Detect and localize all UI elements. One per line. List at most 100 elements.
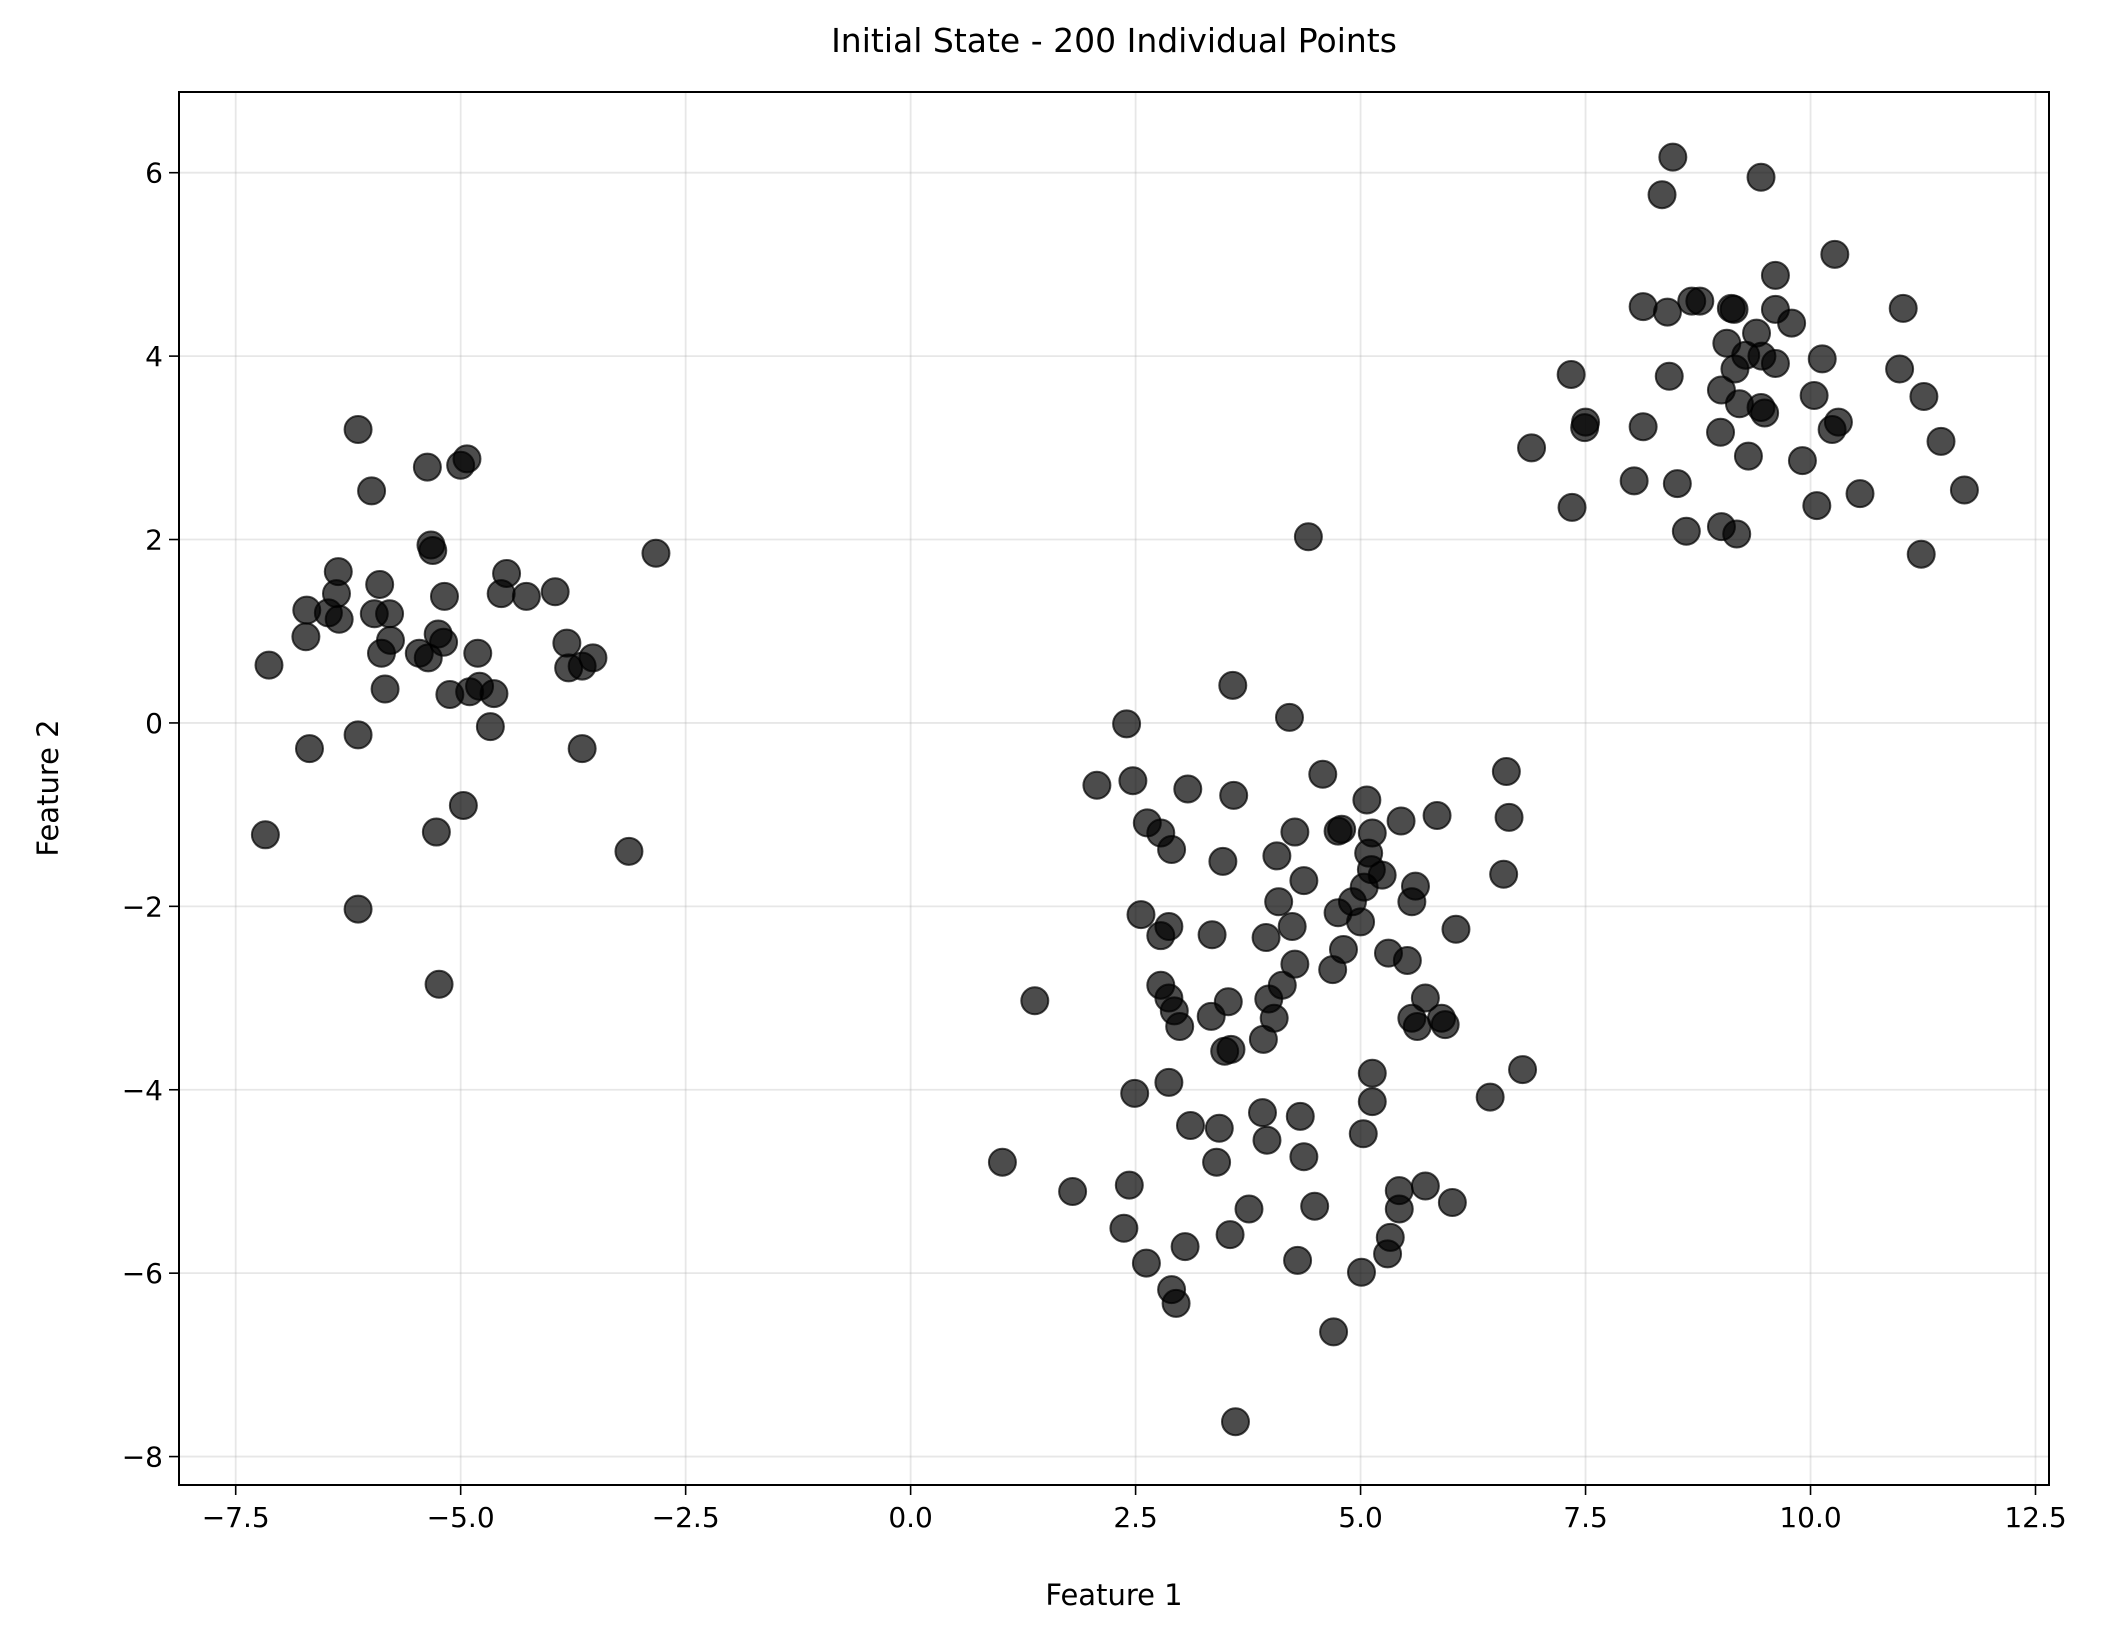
point (1441, 914, 1471, 944)
point (1556, 359, 1586, 389)
point (365, 569, 395, 599)
point (1671, 516, 1701, 546)
point (1318, 955, 1348, 985)
point (479, 679, 509, 709)
point (321, 579, 351, 609)
point (1760, 348, 1790, 378)
y-tick-label: 4 (145, 340, 163, 373)
point (1170, 1232, 1200, 1262)
y-tick-label: 6 (145, 157, 163, 190)
point (1386, 806, 1416, 836)
point (1175, 1111, 1205, 1141)
point (1820, 239, 1850, 269)
point (1218, 670, 1248, 700)
point (1215, 1220, 1245, 1250)
point (1494, 802, 1524, 832)
point (254, 650, 284, 680)
point (1489, 859, 1519, 889)
point (1654, 361, 1684, 391)
point (1161, 1288, 1191, 1318)
y-tick-label: −6 (122, 1257, 163, 1290)
point (1352, 785, 1382, 815)
point (1628, 412, 1658, 442)
x-tick-label: 0.0 (888, 1501, 933, 1534)
point (343, 720, 373, 750)
x-tick-label: 12.5 (2004, 1501, 2066, 1534)
axes: −7.5 −5.0 −2.5 0.0 2.5 5.0 7.5 10.0 12.5 −8 −6 −4 −2… (122, 91, 2067, 1534)
point (1909, 381, 1939, 411)
point (1131, 1248, 1161, 1278)
point (1570, 413, 1600, 443)
point (1109, 1213, 1139, 1243)
point (1126, 900, 1156, 930)
point (1392, 945, 1422, 975)
point (1517, 433, 1547, 463)
point (1220, 1407, 1250, 1437)
point (1277, 912, 1307, 942)
point (1157, 834, 1187, 864)
point (1658, 142, 1688, 172)
point (421, 817, 451, 847)
point (1274, 702, 1304, 732)
point (1430, 1010, 1460, 1040)
point (1216, 1034, 1246, 1064)
point (1327, 814, 1357, 844)
point (452, 444, 482, 474)
point (448, 790, 478, 820)
point (1146, 921, 1176, 951)
point (1402, 1011, 1432, 1041)
point (291, 622, 321, 652)
point (1802, 491, 1832, 521)
point (1348, 1119, 1378, 1149)
point (1208, 846, 1238, 876)
point (1949, 475, 1979, 505)
point (370, 674, 400, 704)
point (1719, 294, 1749, 324)
point (1346, 907, 1376, 937)
point (1410, 983, 1440, 1013)
point (375, 599, 405, 629)
point (1652, 297, 1682, 327)
point (987, 1147, 1017, 1177)
point (578, 643, 608, 673)
point (1264, 887, 1294, 917)
point (1262, 841, 1292, 871)
point (1926, 426, 1956, 456)
x-tick-label: 10.0 (1779, 1501, 1841, 1534)
x-axis-label: Feature 1 (1045, 1578, 1182, 1612)
point (1285, 1101, 1315, 1131)
point (418, 536, 448, 566)
point (1787, 446, 1817, 476)
point (1397, 887, 1427, 917)
y-axis-label: Feature 2 (31, 719, 65, 856)
point (343, 414, 373, 444)
point (511, 581, 541, 611)
point (1628, 292, 1658, 322)
point (567, 734, 597, 764)
point (1357, 1087, 1387, 1117)
point (1289, 1142, 1319, 1172)
point (1280, 817, 1310, 847)
chart-title: Initial State - 200 Individual Points (831, 21, 1397, 60)
point (540, 577, 570, 607)
point (641, 538, 671, 568)
point (1508, 1055, 1538, 1085)
point (1557, 492, 1587, 522)
point (1373, 1239, 1403, 1269)
point (1746, 162, 1776, 192)
point (294, 734, 324, 764)
point (250, 820, 280, 850)
point (1760, 260, 1790, 290)
point (1722, 519, 1752, 549)
point (366, 638, 396, 668)
point (1283, 1245, 1313, 1275)
point (1300, 1191, 1330, 1221)
point (1410, 1171, 1440, 1201)
x-tick-label: −2.5 (652, 1501, 720, 1534)
x-tick-label: 5.0 (1338, 1501, 1383, 1534)
point (1114, 1170, 1144, 1200)
point (1204, 1113, 1234, 1143)
x-tick-label: −5.0 (427, 1501, 495, 1534)
